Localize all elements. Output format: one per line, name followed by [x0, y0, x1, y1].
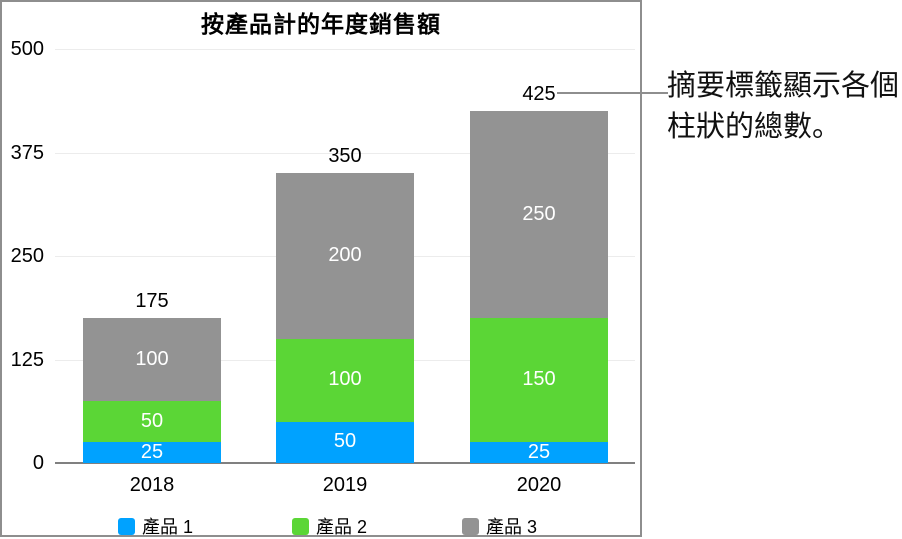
bar-2018: 25 50 100 175	[83, 290, 221, 463]
legend-label: 產品 1	[142, 517, 194, 537]
legend-swatch	[462, 517, 479, 535]
bar-total-label: 425	[522, 83, 556, 106]
x-axis-label: 2018	[129, 474, 175, 496]
callout-text-line1: 摘要標籤顯示各個	[667, 70, 900, 102]
chart-title: 按產品計的年度銷售額	[201, 11, 441, 37]
x-axis-label: 2019	[322, 474, 368, 496]
bar-segment: 25	[83, 440, 221, 463]
y-axis-tick-label: 250	[10, 245, 44, 267]
bar-segment: 200	[276, 173, 414, 339]
bar-segment: 50	[276, 421, 414, 463]
legend-item: 產品 1	[118, 513, 193, 539]
legend-item: 產品 3	[462, 513, 537, 539]
legend-swatch	[292, 517, 309, 535]
segment-value-label: 50	[333, 430, 357, 453]
segment-value-label: 250	[522, 202, 556, 225]
plot-area: 0 125 250 375 500 25 50 100 175 2018 50 100 200 350 20…	[11, 39, 635, 496]
chart-panel: 按產品計的年度銷售額 0 125 250 375 500 25 50 100 175 2018 50…	[0, 0, 642, 537]
gridline-375	[55, 152, 635, 154]
callout-text-line2: 柱狀的總數。	[667, 111, 842, 143]
bar-segment: 25	[470, 440, 608, 463]
y-axis-tick-label: 375	[10, 141, 44, 164]
bar-segment: 100	[276, 338, 414, 422]
y-axis-tick-label: 125	[10, 348, 44, 371]
x-axis-line	[55, 462, 635, 464]
segment-value-label: 100	[328, 368, 362, 391]
gridline-500	[55, 49, 635, 50]
y-axis-tick-label: 0	[32, 452, 44, 474]
legend-swatch	[118, 517, 135, 535]
bar-segment: 250	[470, 111, 608, 319]
segment-value-label: 25	[140, 440, 164, 463]
segment-value-label: 150	[522, 368, 556, 391]
legend-item: 產品 2	[292, 513, 367, 539]
segment-value-label: 100	[135, 347, 169, 370]
callout-connector-line	[557, 92, 668, 94]
bar-segment: 50	[83, 400, 221, 443]
segment-value-label: 200	[328, 244, 362, 267]
y-axis-tick-label: 500	[10, 38, 44, 60]
segment-value-label: 50	[140, 409, 164, 432]
segment-value-label: 25	[527, 440, 551, 463]
legend-label: 產品 3	[486, 517, 538, 537]
x-axis-label: 2020	[516, 474, 562, 496]
bar-segment: 100	[83, 318, 221, 401]
bar-2019: 50 100 200 350	[276, 145, 414, 463]
bar-total-label: 350	[328, 145, 362, 168]
callout-text: 摘要標籤顯示各個 柱狀的總數。	[667, 66, 902, 148]
bar-total-label: 175	[135, 290, 169, 313]
legend-label: 產品 2	[316, 517, 368, 537]
bar-segment: 150	[470, 318, 608, 443]
bar-2020: 25 150 250 425	[470, 83, 608, 463]
